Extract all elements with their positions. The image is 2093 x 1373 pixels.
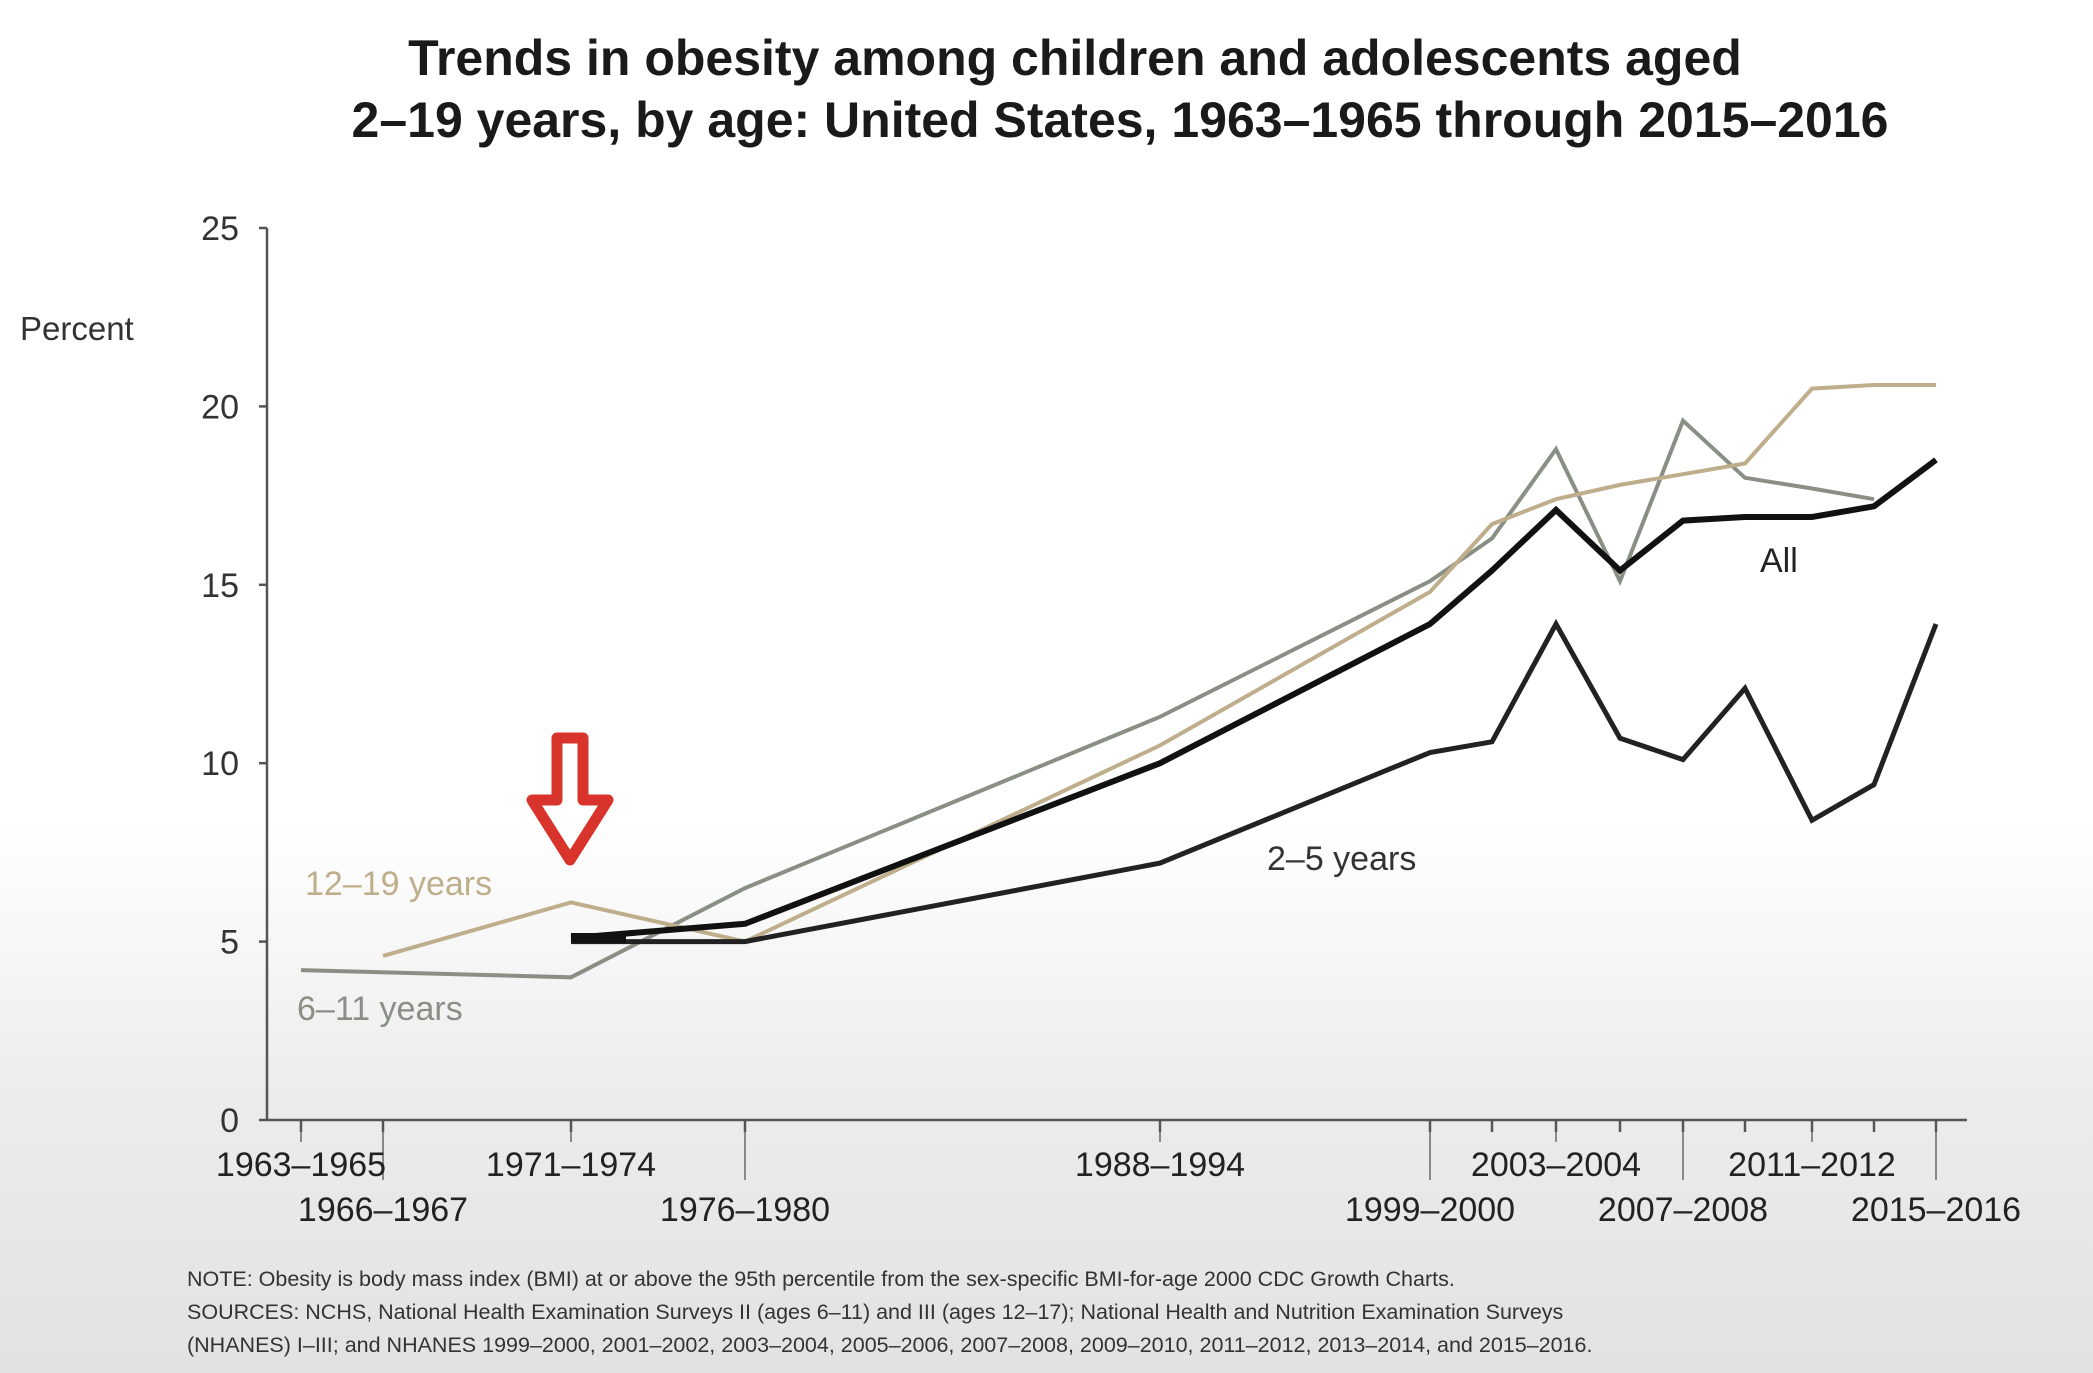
red-down-arrow-icon	[526, 732, 614, 866]
x-tick-label: 2007–2008	[1598, 1191, 1768, 1229]
series-line-12-19-years	[382, 383, 1936, 958]
note-line-1: NOTE: Obesity is body mass index (BMI) a…	[187, 1267, 1455, 1291]
series-line-6-11-years	[300, 417, 1875, 980]
x-tick-label: 1988–1994	[1075, 1146, 1245, 1184]
series-layer	[300, 383, 1939, 980]
x-tick-label: 1999–2000	[1345, 1191, 1515, 1229]
label-6-11-years: 6–11 years	[297, 990, 463, 1028]
y-tick-label: 5	[220, 924, 239, 962]
x-tick-label: 1971–1974	[486, 1146, 656, 1184]
x-tick-label: 2015–2016	[1851, 1191, 2021, 1229]
x-tick-label: 2003–2004	[1471, 1146, 1641, 1184]
y-ticks: 0 5 10 15 20 25	[201, 210, 267, 1140]
x-tick-label: 1963–1965	[216, 1146, 386, 1184]
x-tick-label: 1966–1967	[298, 1191, 468, 1229]
y-tick-label: 10	[201, 745, 239, 783]
chart-title-line-2: 2–19 years, by age: United States, 1963–…	[352, 92, 1889, 148]
y-tick-label: 25	[201, 210, 239, 248]
x-tick-label: 2011–2012	[1728, 1146, 1896, 1184]
chart-title-line-1: Trends in obesity among children and ado…	[408, 30, 1742, 86]
label-12-19-years: 12–19 years	[305, 865, 492, 903]
label-2-5-years: 2–5 years	[1267, 840, 1416, 878]
x-tick-label: 1976–1980	[660, 1191, 830, 1229]
series-line-all	[570, 457, 1938, 941]
y-tick-label: 0	[220, 1102, 239, 1140]
x-ticks: 1963–1965 1971–1974 1988–1994 2003–2004 2011…	[216, 1120, 2021, 1229]
y-axis-label: Percent	[20, 310, 134, 347]
series-line-2-5-years	[571, 618, 1939, 945]
label-all: All	[1760, 542, 1798, 580]
y-tick-label: 20	[201, 388, 239, 426]
note-line-2: SOURCES: NCHS, National Health Examinati…	[187, 1300, 1563, 1324]
y-tick-label: 15	[201, 567, 239, 605]
note-line-3: (NHANES) I–III; and NHANES 1999–2000, 20…	[187, 1333, 1592, 1357]
